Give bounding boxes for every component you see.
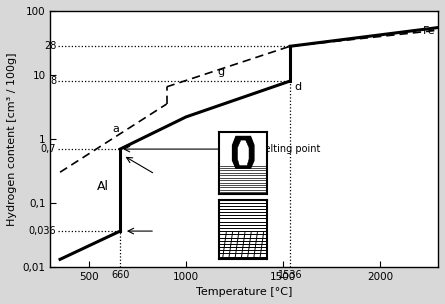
Text: g: g [218, 67, 225, 77]
Text: a: a [113, 124, 120, 134]
Text: 8: 8 [50, 76, 56, 86]
Y-axis label: Hydrogen content [cm³ / 100g]: Hydrogen content [cm³ / 100g] [7, 52, 17, 226]
Text: 0,7: 0,7 [40, 144, 56, 154]
Text: Al: Al [97, 180, 109, 193]
Text: Melting point: Melting point [256, 144, 320, 154]
Text: 1536: 1536 [278, 270, 302, 280]
Text: 28: 28 [44, 41, 56, 51]
Text: 660: 660 [111, 270, 129, 280]
Text: Fe: Fe [423, 26, 435, 36]
Text: 0,036: 0,036 [28, 226, 56, 236]
X-axis label: Temperature [°C]: Temperature [°C] [196, 287, 292, 297]
Text: d: d [295, 82, 302, 92]
